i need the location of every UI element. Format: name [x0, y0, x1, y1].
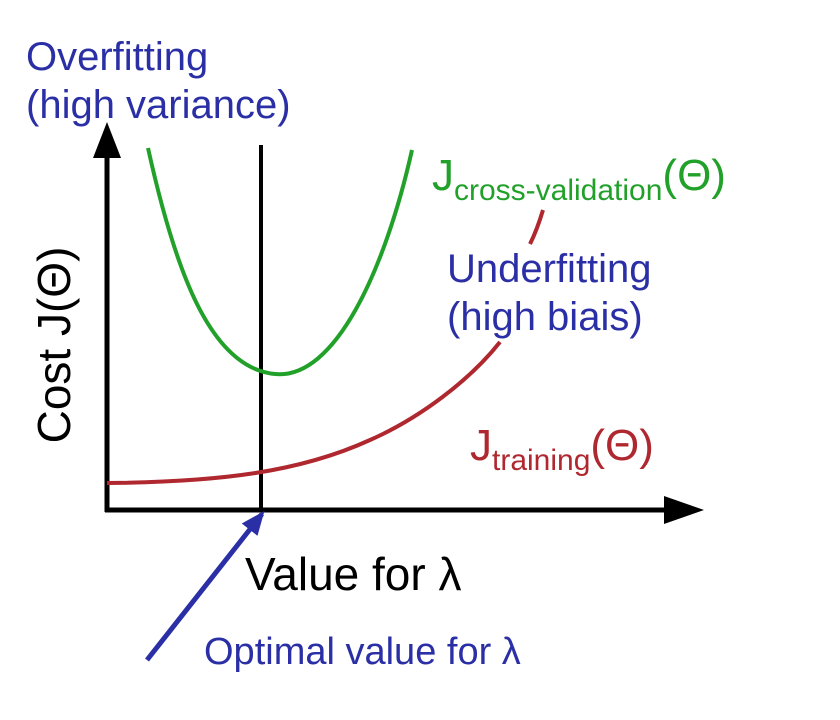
- optimal-value-label: Optimal value for λ: [204, 631, 521, 673]
- cv-label-main: J: [432, 151, 454, 200]
- y-axis-label: Cost J(Θ): [28, 247, 80, 444]
- training-label-main: J: [470, 421, 492, 470]
- cv-label-sub: cross-validation: [454, 174, 662, 207]
- cv-label-tail: (Θ): [662, 151, 726, 200]
- underfitting-label: Underfitting: [447, 247, 652, 291]
- training-label-tail: (Θ): [590, 421, 654, 470]
- cv-curve-label: Jcross-validation(Θ): [432, 151, 726, 207]
- training-curve: [106, 340, 502, 485]
- optimal-arrow: [145, 510, 265, 662]
- cv-curve: [146, 147, 414, 377]
- high-bias-label: (high biais): [447, 295, 643, 339]
- training-curve-tail: [528, 209, 545, 245]
- training-label-sub: training: [492, 444, 590, 477]
- overfitting-label: Overfitting: [26, 35, 208, 79]
- high-variance-label: (high variance): [26, 83, 291, 127]
- training-curve-label: Jtraining(Θ): [470, 421, 654, 477]
- x-axis-arrowhead: [664, 496, 704, 524]
- y-axis-arrowhead: [93, 122, 121, 158]
- x-axis-label: Value for λ: [245, 548, 461, 600]
